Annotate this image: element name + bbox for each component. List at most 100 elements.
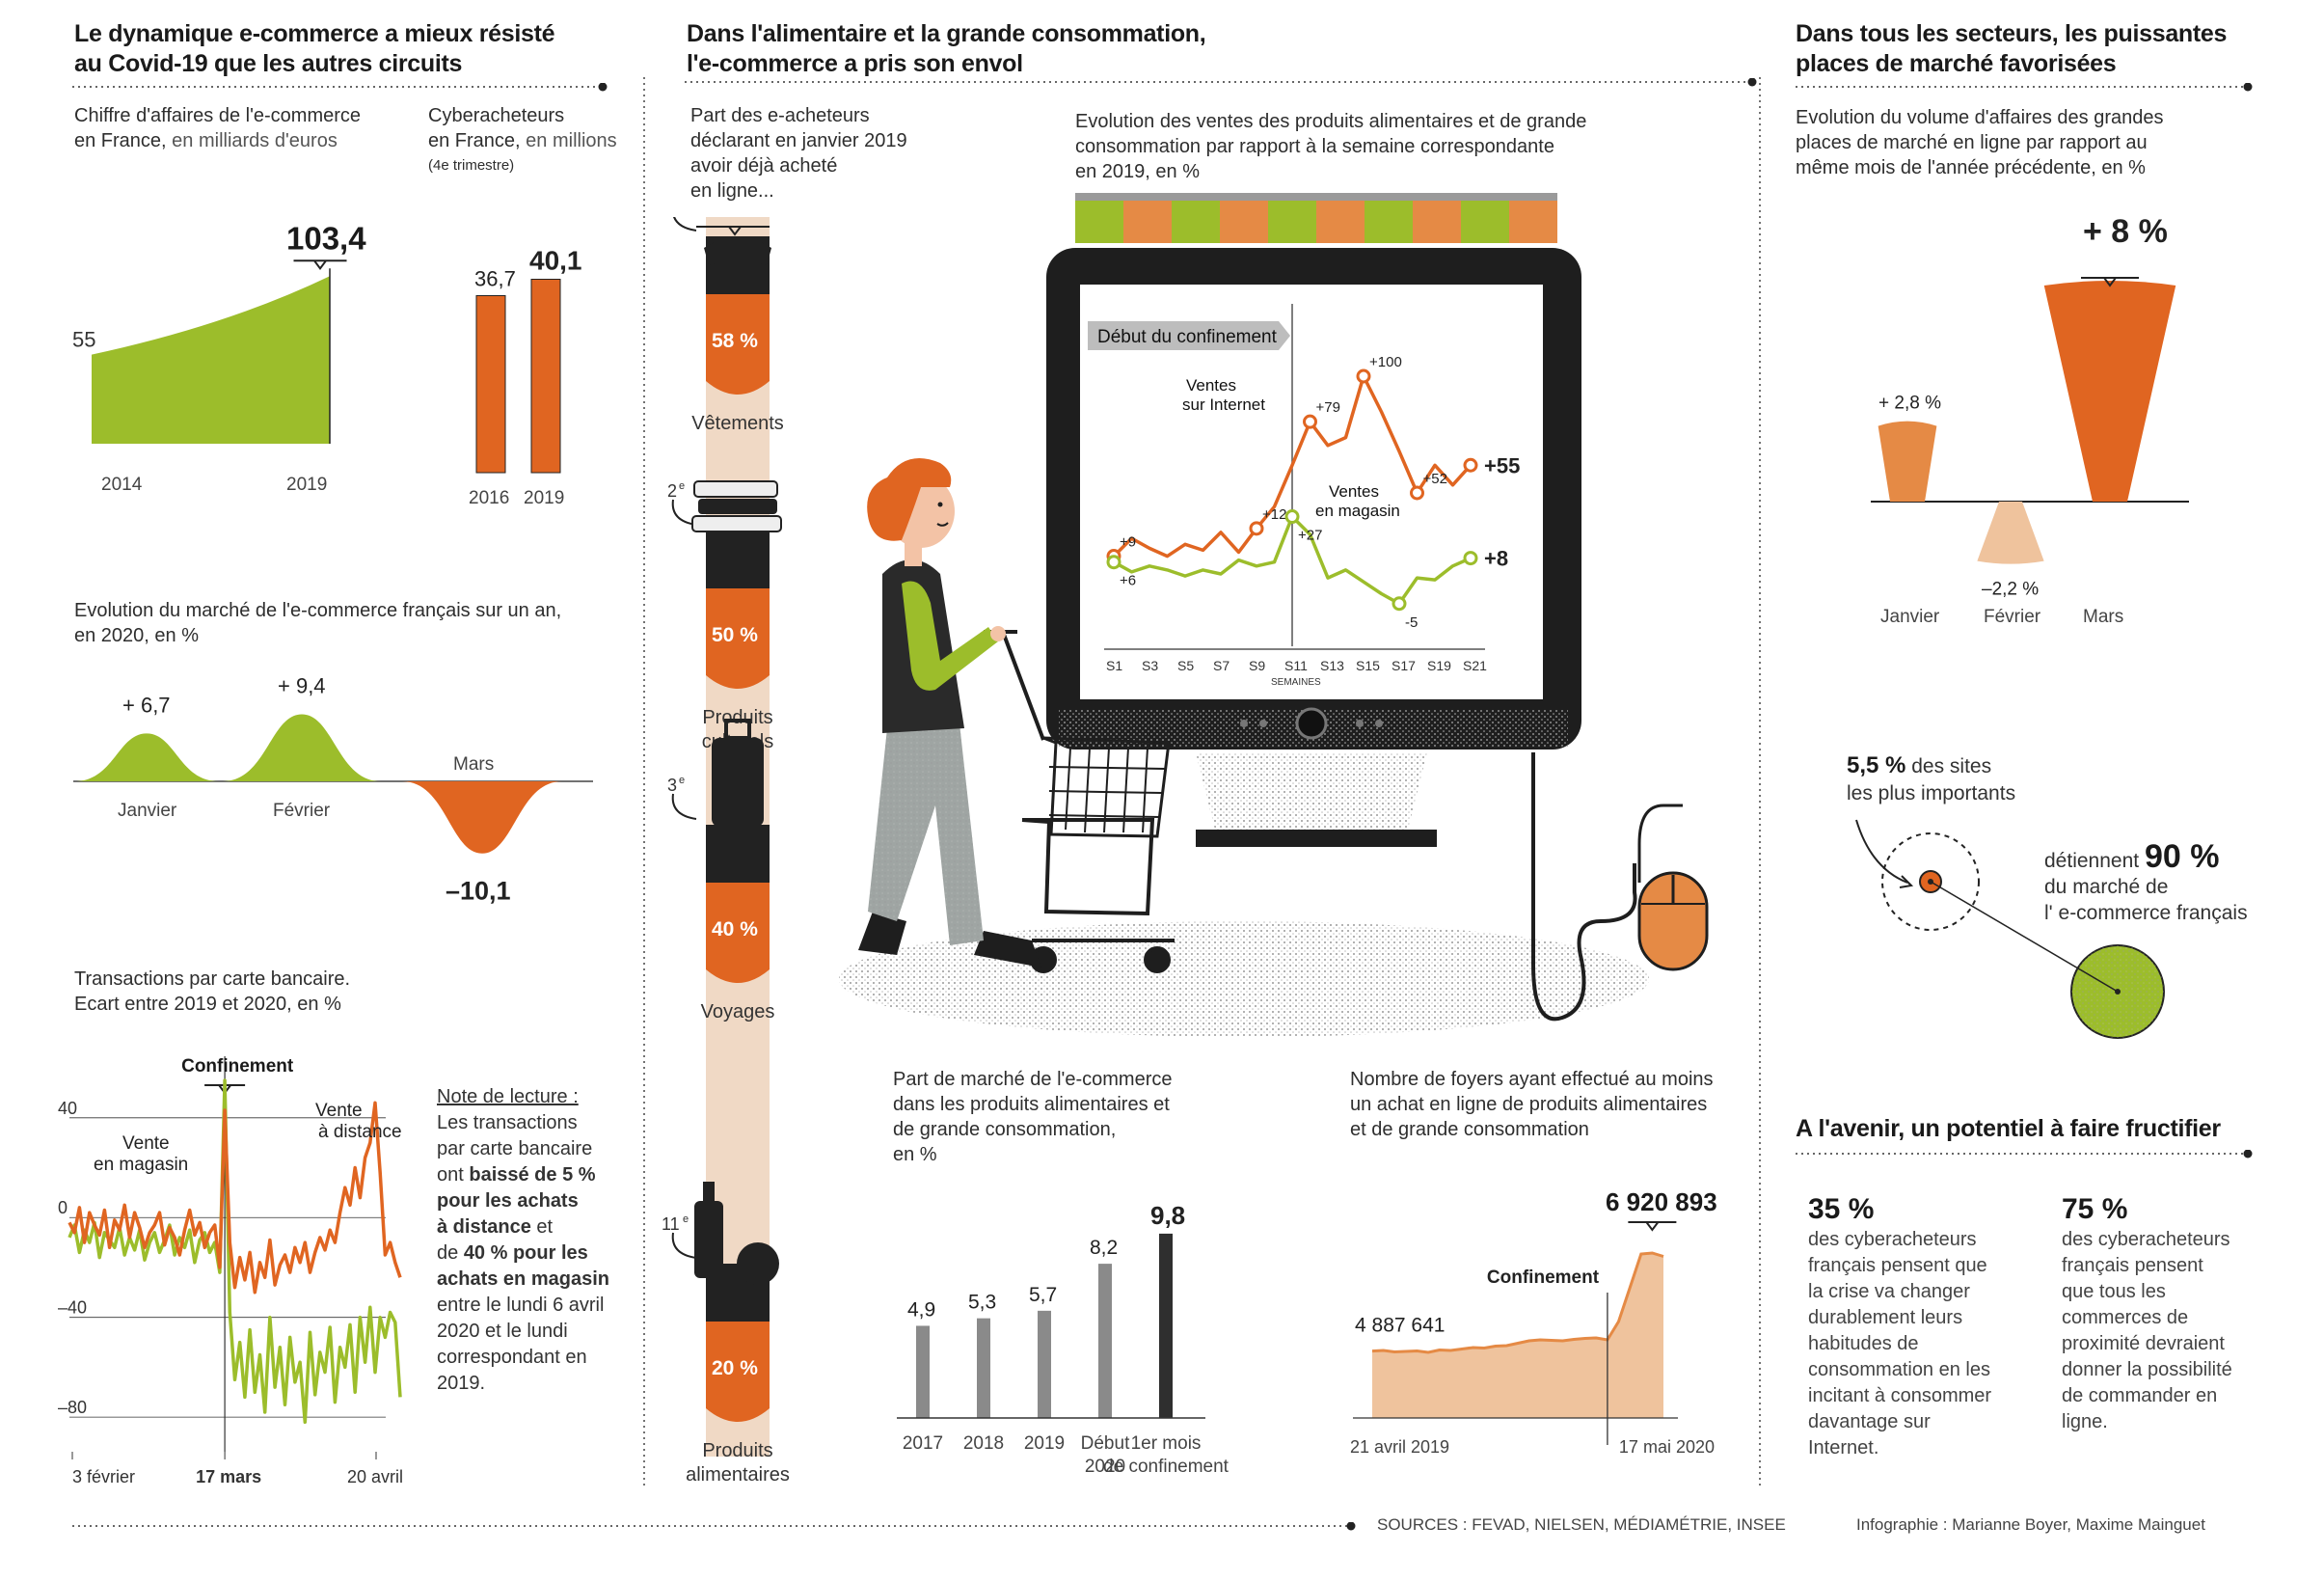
- mouse-icon: [1531, 752, 1709, 1022]
- reading-note-line: entre le lundi 6 avril: [437, 1295, 605, 1316]
- evol-month-label: Mars: [453, 754, 494, 775]
- ventes-title: Evolution des ventes des produits alimen…: [1075, 109, 1586, 184]
- evol-title: Evolution du marché de l'e-commerce fran…: [74, 598, 561, 648]
- suitcase-icon: [712, 738, 764, 827]
- pdm-x-label: 2018: [963, 1433, 1004, 1454]
- rank-pct-block: [706, 588, 770, 675]
- rank-icon-block: [706, 825, 770, 883]
- ventes-x-tick: S3: [1142, 658, 1158, 673]
- avenir-line: ligne.: [2062, 1411, 2108, 1432]
- reading-note-bold: pour les achats: [437, 1190, 579, 1212]
- avenir-line: la crise va changer: [1808, 1281, 1970, 1302]
- monitor-icon: [1046, 248, 1581, 847]
- ventes-x-tick: S5: [1177, 658, 1194, 673]
- avenir-line: proximité devraient: [2062, 1333, 2225, 1354]
- reading-note-text: et: [530, 1216, 554, 1238]
- evol-bump: [74, 733, 219, 781]
- ventes-point-label: +12: [1262, 506, 1286, 523]
- cyber-title-line1: Cyberacheteurs: [428, 105, 565, 126]
- ventes-point: [1410, 485, 1424, 501]
- sites-text-line: du marché de: [2044, 876, 2169, 898]
- tomato-icon: [737, 1242, 779, 1285]
- sites-pct90: 90 %: [2144, 838, 2220, 875]
- rank-icon-block: [706, 531, 770, 588]
- pdm-bar: [977, 1318, 990, 1418]
- reading-note-line: par carte bancaire: [437, 1138, 593, 1159]
- pm-title-line: places de marché en ligne par rapport au: [1796, 132, 2148, 153]
- ca-title-line2: en France,: [74, 130, 167, 151]
- pm-title-line: même mois de l'année précédente, en %: [1796, 157, 2146, 178]
- pdm-x-label: 2020: [1085, 1457, 1125, 1477]
- pm-month-label: Février: [1984, 607, 2041, 627]
- ventes-point: [1463, 551, 1478, 566]
- rank-label: ou de grande: [681, 1488, 795, 1490]
- ventes-point-label: +100: [1369, 354, 1402, 370]
- ca-x-label: 2019: [286, 475, 327, 495]
- ca-title-unit: en milliards d'euros: [166, 130, 338, 151]
- ventes-annotation: en magasin: [1315, 502, 1400, 520]
- ventes-title-line: en 2019, en %: [1075, 161, 1200, 182]
- separator-1: [643, 77, 645, 1486]
- foyers-title-line: et de grande consommation: [1350, 1119, 1589, 1140]
- foyers-x-tick: 17 mai 2020: [1619, 1437, 1715, 1457]
- rank-pct-block: [706, 294, 770, 381]
- pdm-bar: [1098, 1264, 1112, 1418]
- ventes-point-label: +9: [1120, 534, 1136, 551]
- cb-x-tick: 17 mars: [196, 1467, 261, 1486]
- avenir-line: consommation en les: [1808, 1359, 1990, 1380]
- cyber-bar-label: 36,7: [474, 267, 516, 291]
- rank-sup: e: [683, 1213, 689, 1225]
- ventes-x-tick: S7: [1213, 658, 1230, 673]
- ca-label-first: 55: [72, 328, 95, 352]
- sites-text-line: des sites: [1905, 755, 1992, 777]
- pm-value-label: + 8 %: [2083, 213, 2168, 250]
- cb-annotation: en magasin: [94, 1155, 188, 1175]
- evol-value-label: –10,1: [446, 877, 511, 906]
- reading-note-bold: 40 % pour les: [463, 1242, 588, 1264]
- ventes-annotation: Ventes: [1329, 482, 1379, 501]
- separator-2: [1759, 77, 1761, 1486]
- foyers-chart: Confinement 4 887 641 6 920 893 21 avril 20…: [1350, 1187, 1717, 1457]
- cb-annotation: Confinement: [181, 1056, 294, 1077]
- ventes-point-label: +6: [1120, 573, 1136, 589]
- callout-bracket: [696, 226, 770, 236]
- col2-header-line2: l'e-commerce a pris son envol: [687, 50, 1023, 77]
- pdm-x-label: 2017: [903, 1433, 943, 1454]
- ventes-x-tick: S15: [1356, 658, 1380, 673]
- sites-pct: 5,5 %: [1847, 752, 1906, 778]
- cb-y-tick: 0: [58, 1198, 68, 1217]
- cyber-bar: [475, 295, 506, 474]
- ventes-point-label: +27: [1298, 528, 1322, 544]
- footer-rule: [72, 1522, 1356, 1531]
- col2-header: Dans l'alimentaire et la grande consomma…: [687, 19, 1206, 79]
- evol-value-label: + 6,7: [122, 693, 171, 717]
- rank-pct: 40 %: [712, 918, 758, 940]
- reading-note-line: 2019.: [437, 1373, 486, 1394]
- col1-header-line1: Le dynamique e-commerce a mieux résisté: [74, 20, 555, 47]
- pm-month-label: Janvier: [1880, 607, 1940, 627]
- callout-bracket: [293, 259, 347, 270]
- rank-label: alimentaires: [686, 1464, 790, 1486]
- part-title-line: en ligne...: [690, 180, 774, 202]
- cyber-chart: 36,7 2016 40,1 2019: [469, 246, 582, 509]
- ventes-title-line: consommation par rapport à la semaine co…: [1075, 136, 1554, 157]
- footer-credit: Infographie : Marianne Boyer, Maxime Mai…: [1856, 1515, 2205, 1534]
- ventes-x-tick: S11: [1284, 658, 1308, 673]
- pdm-x-label: 1er mois: [1131, 1433, 1202, 1454]
- rank-label: Produits: [702, 1440, 772, 1461]
- ventes-annotation-box: [1088, 321, 1279, 350]
- pdm-bar-label: 9,8: [1150, 1201, 1185, 1230]
- pm-month-label: Mars: [2083, 607, 2123, 627]
- reading-note: Note de lecture : Les transactions par c…: [437, 1084, 609, 1397]
- ca-title-line1: Chiffre d'affaires de l'e-commerce: [74, 105, 362, 126]
- awning-icon: [1075, 193, 1557, 243]
- cb-y-tick: 40: [58, 1099, 77, 1118]
- ventes-chart: Début du confinement +9 +12 +79 +100 +52 +55 +6…: [1088, 304, 1520, 688]
- rank-pct-cap: [706, 675, 770, 689]
- reading-note-line: Les transactions: [437, 1112, 578, 1133]
- pm-title: Evolution du volume d'affaires des grand…: [1796, 105, 2163, 180]
- sites-pie: [1855, 819, 2165, 1039]
- col3-header-line2: places de marché favorisées: [1796, 50, 2117, 77]
- pm-fan: [1977, 502, 2044, 564]
- reading-note-bold: baissé de 5 %: [469, 1164, 596, 1186]
